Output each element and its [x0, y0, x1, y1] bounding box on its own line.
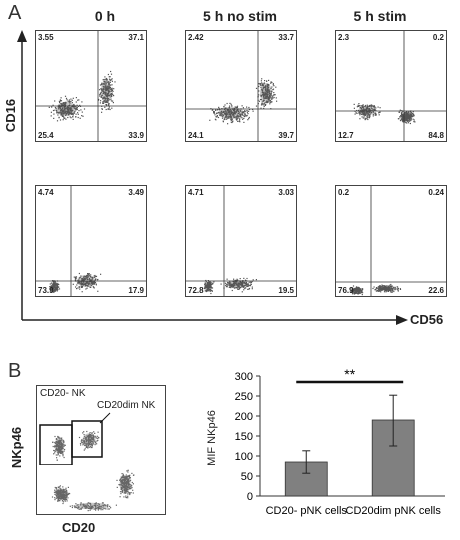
quadrant-value-upper-right: 37.1 — [128, 33, 144, 42]
panel-b-y-axis-label: NKp46 — [9, 426, 25, 469]
quadrant-value-upper-left: 2.42 — [188, 33, 204, 42]
y-tick-label: 250 — [235, 391, 253, 403]
quadrant-value-lower-right: 33.9 — [128, 131, 144, 140]
panel-a-letter: A — [8, 2, 22, 24]
y-tick-label: 0 — [247, 491, 253, 503]
flow-plot-r0-c2: 2.3 0.2 12.7 84.8 — [335, 30, 447, 142]
flow-plot-r0-c0: 3.55 37.1 25.4 33.9 — [35, 30, 147, 142]
category-label-1: CD20dim pNK cells — [346, 505, 442, 517]
quadrant-value-lower-right: 84.8 — [428, 131, 444, 140]
column-title-5h-stim: 5 h stim — [353, 8, 407, 24]
flow-plot-r1-c0: 4.74 3.49 73.9 17.9 — [35, 185, 147, 297]
quadrant-value-upper-right: 0.2 — [432, 33, 444, 42]
gate-cd20-dim — [71, 420, 103, 458]
quadrant-value-lower-right: 22.6 — [428, 286, 444, 295]
panel-a-x-axis-label: CD56 — [410, 312, 444, 327]
category-label-0: CD20- pNK cells — [266, 505, 348, 517]
quadrant-value-lower-right: 17.9 — [128, 286, 144, 295]
panel-b-x-axis-label: CD20 — [62, 520, 96, 535]
significance-label: ** — [344, 368, 355, 382]
quadrant-value-upper-right: 3.03 — [278, 188, 294, 197]
column-title-5h-no-stim: 5 h no stim — [203, 8, 277, 24]
quadrant-value-lower-left: 73.9 — [38, 286, 54, 295]
bar-chart-y-label: MIF NKp46 — [205, 410, 218, 466]
panel-b-letter: B — [8, 360, 22, 382]
quadrant-value-lower-left: 12.7 — [338, 131, 354, 140]
panel-b-gates — [39, 412, 111, 465]
panel-a-y-axis-label: CD16 — [3, 98, 19, 133]
gate-label-cd20-dim-nk: CD20dim NK — [97, 400, 156, 411]
quadrant-value-lower-left: 24.1 — [188, 131, 204, 140]
flow-plot-r0-c1: 2.42 33.7 24.1 39.7 — [185, 30, 297, 142]
gate-cd20-neg — [39, 424, 73, 465]
column-title-0h: 0 h — [94, 8, 116, 24]
quadrant-value-upper-left: 4.74 — [38, 188, 54, 197]
quadrant-value-upper-right: 0.24 — [428, 188, 444, 197]
y-tick-label: 200 — [235, 411, 253, 423]
quadrant-value-lower-right: 39.7 — [278, 131, 294, 140]
quadrant-value-upper-right: 3.49 — [128, 188, 144, 197]
gate-label-cd20-neg-nk: CD20- NK — [40, 388, 86, 399]
quadrant-value-upper-left: 0.2 — [338, 188, 350, 197]
y-tick-label: 300 — [235, 371, 253, 383]
quadrant-value-upper-left: 4.71 — [188, 188, 204, 197]
quadrant-value-upper-right: 33.7 — [278, 33, 294, 42]
quadrant-value-lower-left: 72.8 — [188, 286, 204, 295]
quadrant-value-lower-left: 76.9 — [338, 286, 354, 295]
quadrant-value-lower-right: 19.5 — [278, 286, 294, 295]
y-tick-label: 150 — [235, 431, 253, 443]
flow-plot-r1-c1: 4.71 3.03 72.8 19.5 — [185, 185, 297, 297]
bar-chart: 0 50 100 150 200 250 300 CD20- pNK cellsCD20dim… — [235, 368, 445, 517]
flow-plot-r1-c2: 0.2 0.24 76.9 22.6 — [335, 185, 447, 297]
y-tick-label: 50 — [241, 471, 253, 483]
panel-a-axes — [17, 30, 408, 325]
quadrant-value-upper-left: 2.3 — [338, 33, 350, 42]
y-tick-label: 100 — [235, 451, 253, 463]
quadrant-value-upper-left: 3.55 — [38, 33, 54, 42]
quadrant-value-lower-left: 25.4 — [38, 131, 54, 140]
panel-b-flow-plot — [36, 385, 166, 515]
y-axis-arrowhead — [17, 30, 27, 42]
x-axis-arrowhead — [396, 315, 408, 325]
